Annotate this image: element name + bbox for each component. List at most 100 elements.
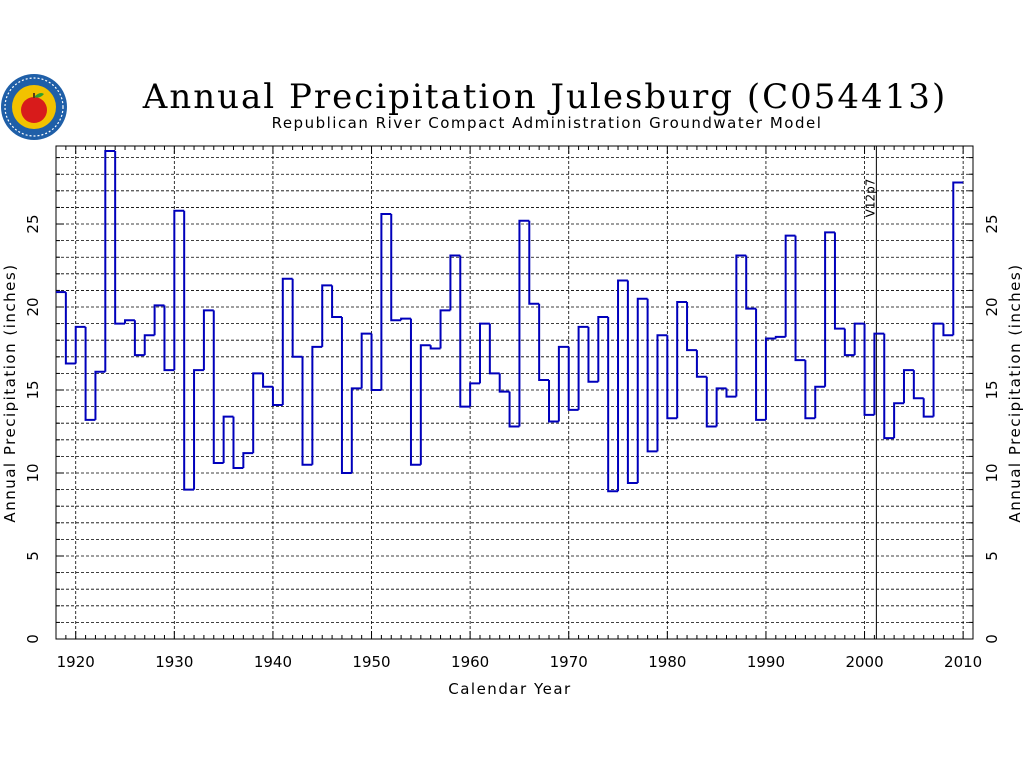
precipitation-step-1948: [350, 387, 362, 474]
precipitation-step-1965: [518, 219, 530, 427]
precipitation-step-1996: [824, 231, 835, 387]
precipitation-step-1922: [94, 370, 106, 420]
precipitation-step-1994: [804, 360, 816, 420]
precipitation-step-1933: [202, 309, 214, 371]
precipitation-step-1978: [646, 298, 658, 453]
precipitation-step-1981: [676, 301, 688, 419]
precipitation-step-1938: [252, 372, 264, 454]
precipitation-step-1970: [567, 346, 579, 411]
plot-border: [55, 145, 974, 640]
precipitation-step-1935: [222, 415, 234, 464]
precipitation-step-1975: [617, 279, 628, 492]
precipitation-step-1991: [774, 335, 786, 339]
precipitation-step-1924: [114, 150, 126, 325]
y-tick-label-right: 15: [983, 380, 1001, 399]
precipitation-step-1921: [84, 326, 96, 421]
x-tick-label: 1990: [747, 653, 785, 671]
precipitation-step-1983: [695, 350, 707, 378]
precipitation-step-1997: [833, 232, 845, 330]
precipitation-step-1969: [557, 345, 569, 422]
precipitation-step-1992: [784, 234, 796, 337]
precipitation-step-1979: [656, 334, 668, 452]
precipitation-step-1943: [301, 356, 313, 466]
seal-lettering-band: [4, 77, 64, 137]
precipitation-step-1967: [538, 303, 550, 382]
apple-seal-logo-icon: [1, 74, 67, 140]
precipitation-step-1993: [794, 235, 806, 362]
precipitation-step-1958: [449, 254, 461, 311]
x-tick-label: 1970: [550, 653, 588, 671]
precipitation-step-2009: [952, 181, 964, 336]
precipitation-step-1931: [183, 210, 195, 491]
version-marker-label: V12p7: [863, 179, 877, 218]
precipitation-step-1973: [597, 315, 609, 382]
precipitation-step-1919: [64, 292, 76, 365]
precipitation-step-1952: [390, 214, 402, 322]
precipitation-step-1956: [429, 345, 441, 350]
precipitation-step-2002: [883, 333, 895, 440]
precipitation-step-2008: [942, 323, 954, 337]
y-tick-label-left: 10: [24, 463, 42, 482]
x-tick-label: 1940: [254, 653, 292, 671]
precipitation-step-1962: [488, 323, 500, 375]
y-tick-label-right: 25: [983, 214, 1001, 233]
y-tick-label-right: 10: [983, 463, 1001, 482]
precipitation-step-2007: [932, 322, 944, 417]
precipitation-step-1953: [400, 317, 411, 321]
y-tick-label-left: 0: [24, 634, 42, 644]
precipitation-step-1959: [459, 255, 471, 408]
precipitation-step-1998: [843, 328, 855, 357]
precipitation-step-1999: [853, 322, 865, 356]
precipitation-step-1977: [636, 297, 648, 483]
precipitation-step-1936: [232, 416, 244, 470]
x-tick-label: 1920: [57, 653, 95, 671]
x-tick-label: 1960: [451, 653, 489, 671]
y-tick-label-right: 0: [983, 634, 1001, 644]
plot-frame: [55, 145, 974, 640]
precipitation-step-1941: [281, 277, 293, 405]
precipitation-step-2001: [873, 332, 885, 415]
precipitation-step-1968: [548, 380, 559, 423]
precipitation-step-1942: [291, 278, 303, 358]
precipitation-step-1929: [163, 305, 175, 372]
y-tick-labels-right: 0 5 10 15 20 25: [983, 214, 1001, 643]
precipitation-step-1984: [705, 376, 717, 428]
precipitation-step-1926: [133, 320, 145, 357]
x-tick-label: 1950: [352, 653, 390, 671]
precipitation-step-1961: [478, 322, 490, 384]
x-tick-label: 1930: [155, 653, 193, 671]
precipitation-step-1955: [419, 344, 431, 465]
precipitation-step-1974: [607, 316, 619, 493]
precipitation-step-1947: [340, 316, 352, 475]
precipitation-step-1989: [755, 308, 766, 421]
x-tick-label: 2000: [845, 653, 883, 671]
precipitation-step-1966: [528, 220, 540, 305]
precipitation-step-1923: [104, 149, 116, 372]
precipitation-step-1939: [262, 373, 273, 388]
precipitation-step-1946: [331, 285, 342, 318]
x-tick-labels: 1920 1930 1940 1950 1960 1970 1980 1990 2000 2010: [57, 653, 983, 671]
y-tick-labels-left: 0 5 10 15 20 25: [24, 214, 42, 643]
precipitation-step-1964: [508, 391, 520, 428]
precipitation-step-1957: [439, 309, 451, 349]
precipitation-step-1949: [360, 332, 372, 389]
precipitation-step-1987: [735, 254, 747, 397]
precipitation-step-1990: [764, 337, 776, 420]
chart-subtitle: Republican River Compact Administration …: [272, 114, 823, 132]
precipitation-step-1972: [587, 326, 599, 383]
precipitation-step-1951: [380, 213, 392, 391]
chart-title: Annual Precipitation Julesburg (C054413): [142, 77, 947, 117]
axis-ticks: [55, 146, 974, 640]
y-tick-label-left: 25: [24, 214, 42, 233]
precipitation-step-1976: [626, 280, 638, 484]
precipitation-step-2003: [893, 402, 904, 439]
y-tick-label-left: 15: [24, 380, 42, 399]
precipitation-step-1950: [370, 333, 382, 392]
precipitation-step-1963: [498, 373, 510, 393]
y-tick-label-left: 5: [24, 551, 42, 561]
precipitation-step-1995: [814, 385, 826, 419]
precipitation-step-1927: [143, 334, 155, 356]
y-axis-label-left: Annual Precipitation (inches): [1, 263, 19, 522]
precipitation-step-1925: [124, 319, 135, 324]
